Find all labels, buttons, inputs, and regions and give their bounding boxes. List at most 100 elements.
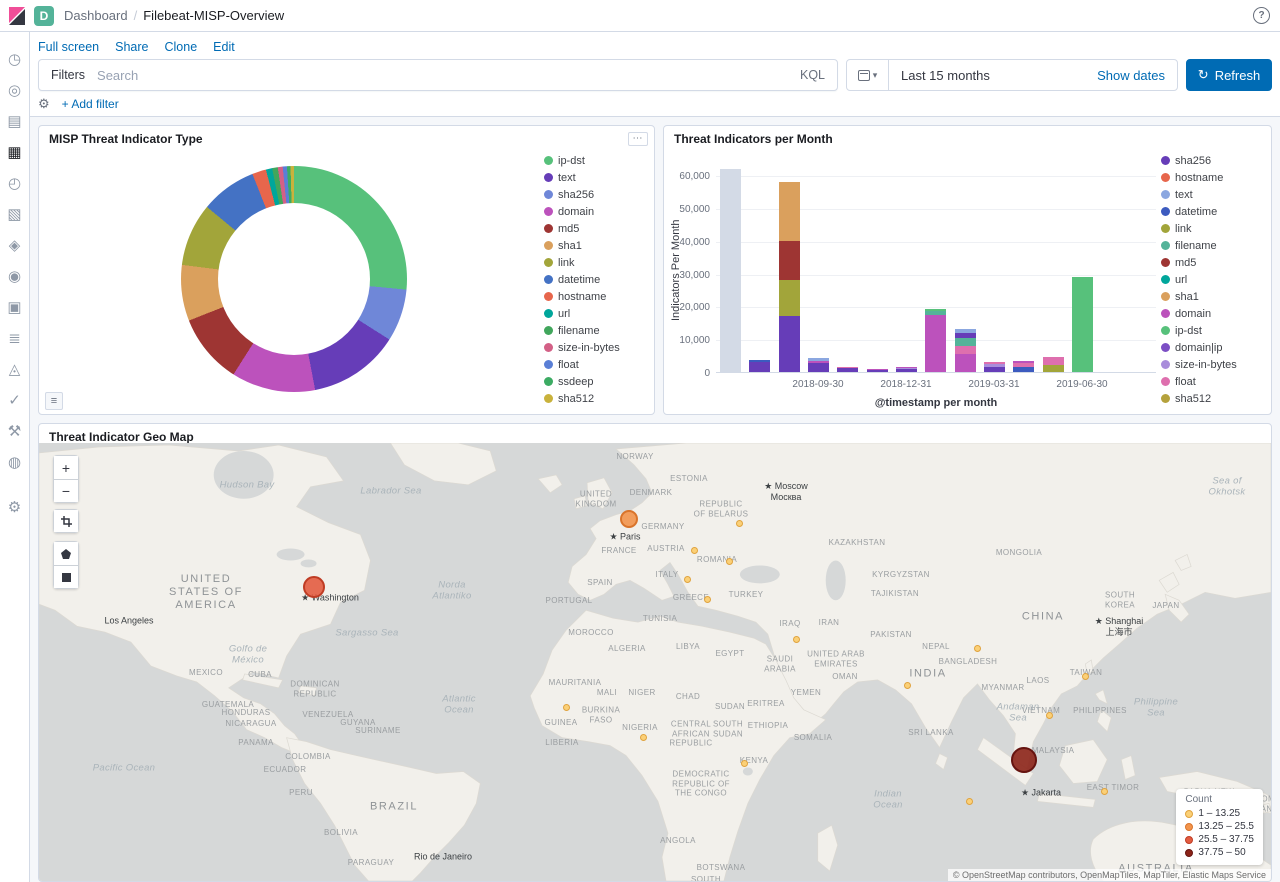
legend-item-hostname[interactable]: hostname: [1161, 169, 1265, 186]
kibana-logo-icon[interactable]: [0, 0, 34, 31]
bar-segment-float[interactable]: [955, 346, 976, 354]
legend-item-md5[interactable]: md5: [1161, 254, 1265, 271]
refresh-button[interactable]: ↻ Refresh: [1186, 59, 1272, 91]
zoom-out-button[interactable]: −: [53, 479, 79, 503]
bar-2018-06-30[interactable]: [720, 169, 741, 372]
bar-2019-05-31[interactable]: [1043, 357, 1064, 372]
map-marker-us-east-coast[interactable]: [303, 576, 325, 598]
legend-item-domain|ip[interactable]: domain|ip: [1161, 339, 1265, 356]
bar-2018-07-31[interactable]: [749, 360, 770, 372]
map-point-small[interactable]: [736, 520, 743, 527]
bar-segment-sha1[interactable]: [779, 182, 800, 241]
legend-item-sha1[interactable]: sha1: [544, 237, 648, 254]
calendar-button[interactable]: ▾: [847, 60, 889, 90]
bar-segment-sha256[interactable]: [749, 362, 770, 372]
bar-2018-11-30[interactable]: [867, 369, 888, 372]
bar-segment-sha256[interactable]: [896, 369, 917, 372]
sidebar-dashboard-icon[interactable]: ▦: [0, 137, 29, 168]
legend-item-ssdeep[interactable]: ssdeep: [544, 373, 648, 390]
legend-item-sha512[interactable]: sha512: [544, 390, 648, 407]
sidebar-visualize-icon[interactable]: ▤: [0, 106, 29, 137]
panel-options-icon[interactable]: ⋯: [628, 132, 648, 146]
space-badge[interactable]: D: [34, 6, 54, 26]
map-point-small[interactable]: [974, 645, 981, 652]
time-range-value[interactable]: Last 15 months: [889, 68, 990, 83]
map-area[interactable]: NORWAYESTONIADENMARKUNITED KINGDOMREPUBL…: [39, 443, 1271, 881]
legend-item-size-in-bytes[interactable]: size-in-bytes: [1161, 356, 1265, 373]
legend-item-datetime[interactable]: datetime: [544, 271, 648, 288]
map-point-small[interactable]: [563, 704, 570, 711]
menu-link-clone[interactable]: Clone: [165, 40, 198, 54]
sidebar-infrastructure-icon[interactable]: ▣: [0, 292, 29, 323]
legend-item-sha256[interactable]: sha256: [544, 186, 648, 203]
legend-item-md5[interactable]: md5: [544, 220, 648, 237]
legend-item-datetime[interactable]: datetime: [1161, 203, 1265, 220]
map-point-small[interactable]: [1046, 712, 1053, 719]
draw-polygon-icon[interactable]: [53, 541, 79, 565]
sidebar-apm-icon[interactable]: ◬: [0, 354, 29, 385]
bar-2019-02-28[interactable]: [955, 329, 976, 372]
menu-link-edit[interactable]: Edit: [213, 40, 235, 54]
bar-segment-filename[interactable]: [955, 338, 976, 346]
bar-segment-domain[interactable]: [925, 315, 946, 372]
draw-rectangle-icon[interactable]: [53, 565, 79, 589]
map-point-small[interactable]: [691, 547, 698, 554]
legend-item-sha512[interactable]: sha512: [1161, 390, 1265, 407]
map-point-small[interactable]: [741, 760, 748, 767]
filter-settings-gear-icon[interactable]: ⚙: [38, 96, 50, 112]
help-icon[interactable]: ?: [1253, 7, 1270, 24]
bar-2019-04-30[interactable]: [1013, 361, 1034, 372]
filters-button[interactable]: Filters: [39, 68, 97, 82]
bar-segment-link[interactable]: [1043, 365, 1064, 372]
legend-toggle-icon[interactable]: ≡: [45, 392, 63, 410]
sidebar-management-icon[interactable]: ⚙: [0, 492, 29, 523]
map-point-small[interactable]: [793, 636, 800, 643]
map-point-small[interactable]: [684, 576, 691, 583]
bar-segment-float[interactable]: [1043, 357, 1064, 366]
bar-2019-01-31[interactable]: [925, 309, 946, 372]
fit-data-bounds-icon[interactable]: [53, 509, 79, 533]
bar-segment-sha256[interactable]: [808, 363, 829, 372]
bar-2019-03-31[interactable]: [984, 362, 1005, 372]
legend-item-size-in-bytes[interactable]: size-in-bytes: [544, 339, 648, 356]
sidebar-stack-monitoring-icon[interactable]: ◍: [0, 447, 29, 478]
bar-segment-domain[interactable]: [955, 354, 976, 372]
legend-item-ip-dst[interactable]: ip-dst: [1161, 322, 1265, 339]
legend-item-filename[interactable]: filename: [1161, 237, 1265, 254]
sidebar-canvas-icon[interactable]: ▧: [0, 199, 29, 230]
map-point-small[interactable]: [904, 682, 911, 689]
bar-segment-md5[interactable]: [779, 241, 800, 280]
bar-segment-datetime[interactable]: [1013, 367, 1034, 372]
sidebar-recently-viewed-icon[interactable]: ◷: [0, 44, 29, 75]
map-point-small[interactable]: [726, 558, 733, 565]
legend-item-filename[interactable]: filename: [544, 322, 648, 339]
legend-item-domain[interactable]: domain: [544, 203, 648, 220]
bar-2018-12-31[interactable]: [896, 367, 917, 372]
kql-button[interactable]: KQL: [788, 68, 837, 82]
sidebar-maps-icon[interactable]: ◈: [0, 230, 29, 261]
search-input[interactable]: [97, 68, 788, 83]
legend-item-hostname[interactable]: hostname: [544, 288, 648, 305]
bar-2018-08-31[interactable]: [779, 182, 800, 372]
legend-item-ip-dst[interactable]: ip-dst: [544, 152, 648, 169]
map-point-small[interactable]: [1082, 673, 1089, 680]
legend-item-url[interactable]: url: [1161, 271, 1265, 288]
bar-segment-sha256[interactable]: [867, 370, 888, 372]
menu-link-full-screen[interactable]: Full screen: [38, 40, 99, 54]
sidebar-logs-icon[interactable]: ≣: [0, 323, 29, 354]
bar-2018-09-30[interactable]: [808, 358, 829, 372]
map-point-small[interactable]: [704, 596, 711, 603]
bar-segment-sha256[interactable]: [779, 316, 800, 372]
map-marker-western-europe[interactable]: [620, 510, 638, 528]
add-filter-button[interactable]: + Add filter: [62, 97, 119, 111]
bar-2019-06-30[interactable]: [1072, 277, 1093, 372]
sidebar-discover-icon[interactable]: ◎: [0, 75, 29, 106]
menu-link-share[interactable]: Share: [115, 40, 148, 54]
map-marker-malaysia[interactable]: [1011, 747, 1037, 773]
bar-segment-sha256[interactable]: [837, 368, 858, 372]
show-dates-button[interactable]: Show dates: [1097, 68, 1177, 83]
map-point-small[interactable]: [640, 734, 647, 741]
sidebar-uptime-icon[interactable]: ✓: [0, 385, 29, 416]
bar-2018-10-31[interactable]: [837, 367, 858, 372]
legend-item-link[interactable]: link: [544, 254, 648, 271]
